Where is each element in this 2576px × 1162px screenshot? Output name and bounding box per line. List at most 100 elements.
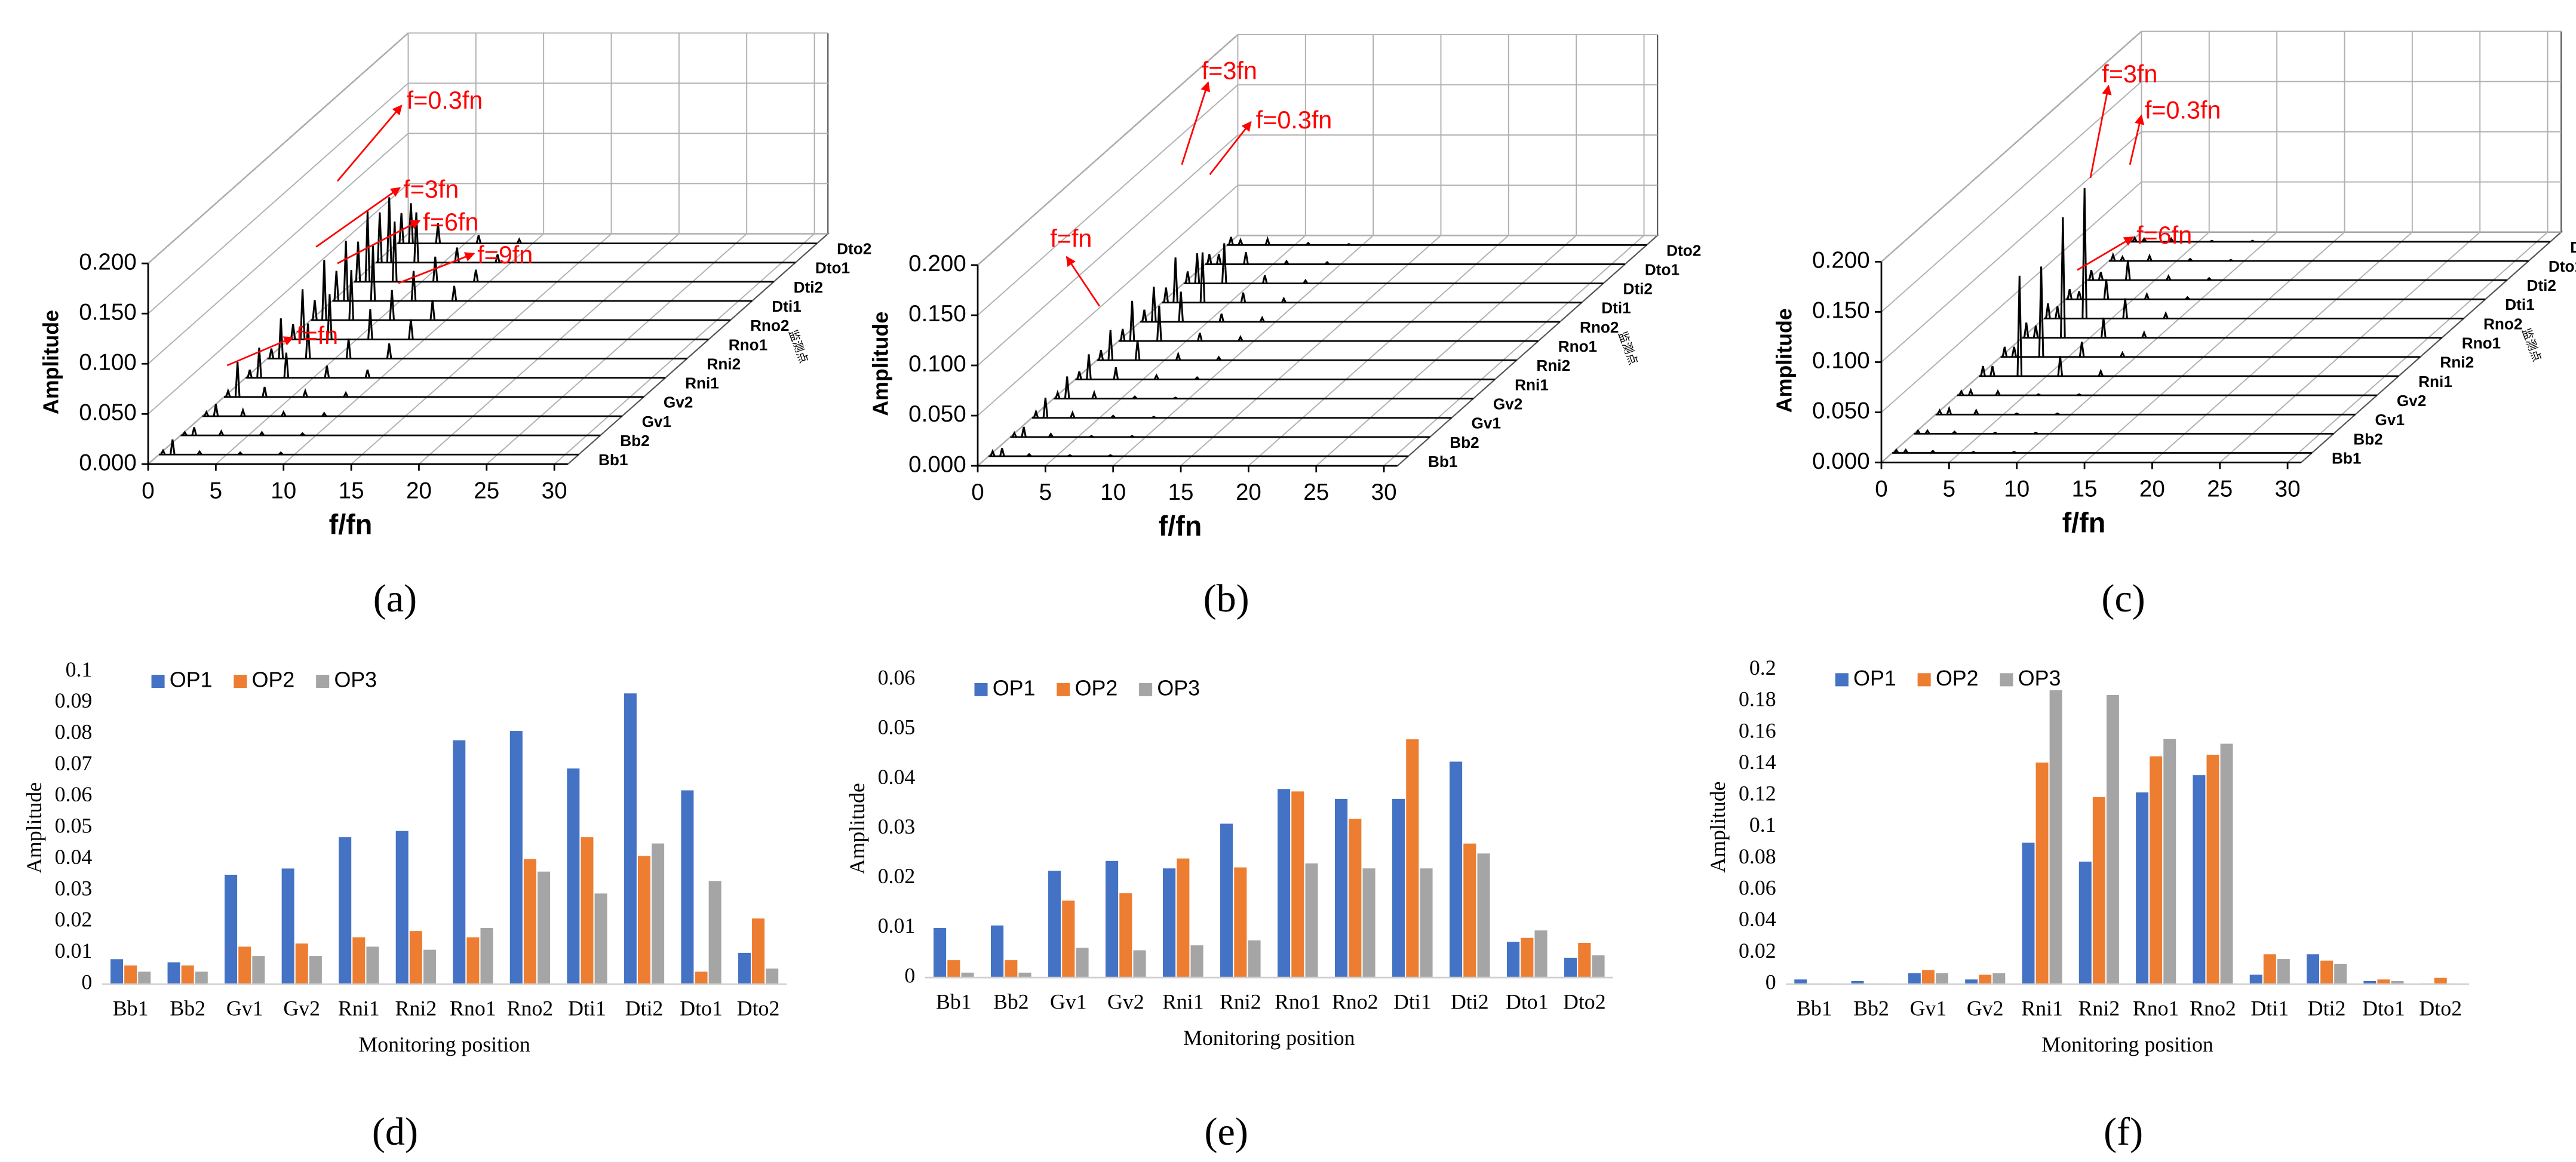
bar <box>409 931 422 985</box>
spectrum-peak <box>516 237 523 244</box>
bar <box>766 969 779 985</box>
spectrum-peak <box>2098 272 2104 281</box>
annotation: f=6fn <box>423 208 478 236</box>
x-tick-label: Dti2 <box>2308 997 2346 1020</box>
panel-label: (e) <box>1204 1110 1248 1154</box>
spectrum-peak <box>2077 393 2082 396</box>
spectrum-peak <box>1129 300 1135 342</box>
bar <box>2049 690 2062 985</box>
legend-label: OP2 <box>252 668 295 692</box>
category-label: Bb2 <box>2353 430 2382 448</box>
y-tick-label: 0.1 <box>66 657 93 681</box>
spectrum-peak <box>367 309 373 340</box>
spectrum-peak <box>386 197 392 263</box>
x-tick-label: 10 <box>271 478 296 503</box>
bar <box>1450 761 1463 978</box>
bar <box>538 871 551 985</box>
panel: 0 0.01 0.02 0.03 0.04 0.05 0.06 0.07 0.08 0.09 0.1… <box>22 657 787 1154</box>
spectrum-peak <box>1903 448 1909 454</box>
bar <box>1335 798 1348 978</box>
spectrum-peak <box>398 213 404 244</box>
grid-line <box>148 233 409 465</box>
y-tick-label: 0.05 <box>878 715 916 739</box>
bar <box>167 962 180 985</box>
y-tick-label: 0.05 <box>55 814 93 838</box>
y-tick-label: 0.050 <box>908 401 966 427</box>
legend-swatch <box>1057 683 1070 696</box>
spectrum-peak <box>1107 330 1114 361</box>
spectrum-peak <box>1893 448 1899 454</box>
x-tick-label: Dto2 <box>737 997 780 1020</box>
annotation: f=9fn <box>477 241 533 269</box>
x-tick-label: Rno2 <box>507 997 554 1020</box>
spectrum-peak <box>1915 429 1921 435</box>
category-label: Gv1 <box>2375 411 2405 429</box>
x-tick-label: Gv1 <box>1910 997 1947 1020</box>
spectrum-peak <box>1324 260 1330 265</box>
bar <box>281 868 294 985</box>
bar <box>2263 954 2276 985</box>
bar <box>339 837 352 985</box>
x-tick-label: Bb2 <box>1853 997 1889 1020</box>
spectrum-peak <box>237 451 243 456</box>
y-tick-label: 0.06 <box>1739 876 1776 900</box>
x-tick-label: 0 <box>1875 477 1887 502</box>
grid-line <box>554 233 815 465</box>
spectrum-peak <box>2147 253 2153 262</box>
spectrum-peak <box>1178 291 1184 322</box>
annotation-arrow <box>336 104 403 182</box>
spectrum-peak <box>256 348 262 378</box>
x-axis-title: f/fn <box>2062 508 2106 539</box>
bar <box>1965 979 1978 985</box>
legend-swatch <box>316 675 330 688</box>
spectrum-peak <box>1055 389 1061 399</box>
grid-line <box>1948 232 2210 463</box>
category-label: Rno1 <box>729 336 767 353</box>
spectrum-peak <box>191 427 197 436</box>
category-label: Rno2 <box>1580 318 1619 336</box>
spectrum-peak <box>1215 254 1222 265</box>
spectrum-peak <box>1175 351 1181 361</box>
bar <box>1521 937 1534 978</box>
annotation-arrow <box>2129 114 2145 165</box>
spectrum-peak <box>2076 291 2082 300</box>
bar <box>352 937 366 985</box>
spectrum-peak <box>1992 431 1998 435</box>
category-label: Rni1 <box>1515 376 1549 394</box>
bar <box>395 831 409 985</box>
bar <box>1234 867 1247 978</box>
spectrum-peak <box>1971 451 1976 454</box>
spectrum-peak <box>302 388 308 398</box>
spectrum-peak <box>299 289 306 340</box>
x-tick-label: Bb1 <box>1797 997 1832 1020</box>
category-label: Rni2 <box>1536 356 1570 374</box>
y-tick-label: 0.100 <box>908 351 966 377</box>
spectrum-peak <box>1151 416 1156 419</box>
x-tick-label: Dti2 <box>1451 989 1489 1013</box>
spectrum-peak <box>355 241 361 282</box>
x-tick-label: 30 <box>1371 479 1397 505</box>
y-tick-label: 0.100 <box>1812 348 1870 374</box>
bar <box>738 952 751 985</box>
x-tick-label: Gv2 <box>1107 989 1144 1013</box>
spectrum-peak <box>2206 276 2212 281</box>
bar <box>1305 863 1318 978</box>
spectrum-peak <box>1070 410 1076 419</box>
bar <box>1133 950 1146 978</box>
bar <box>195 972 208 985</box>
x-tick-label: 5 <box>210 478 222 503</box>
bar <box>2307 954 2320 985</box>
annotation: f=6fn <box>2136 222 2192 249</box>
spectrum-peak <box>1221 243 1227 284</box>
legend-label: OP1 <box>993 676 1036 700</box>
category-label: Bb1 <box>1428 453 1457 471</box>
bar <box>523 859 536 985</box>
spectrum-peak <box>283 352 290 378</box>
x-tick-label: 15 <box>2072 477 2098 502</box>
x-tick-label: Bb1 <box>936 989 972 1013</box>
spectrum-peak <box>1163 287 1169 303</box>
spectrum-peak <box>259 431 265 436</box>
y-tick-label: 0.01 <box>55 939 93 963</box>
spectrum-peak <box>454 247 460 263</box>
